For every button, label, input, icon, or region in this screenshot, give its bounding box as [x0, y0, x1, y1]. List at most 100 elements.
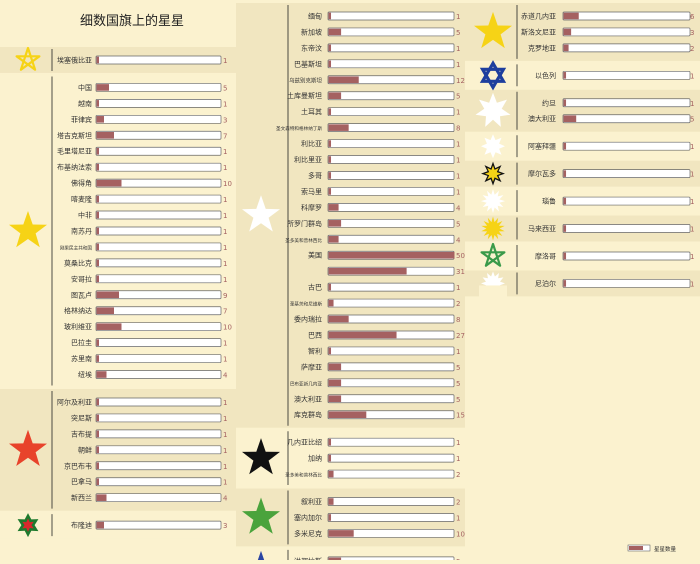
country-label: 中国 [78, 83, 92, 92]
bar-track [562, 251, 691, 261]
bar [96, 179, 122, 187]
bar [328, 315, 349, 323]
value-label: 1 [223, 212, 227, 220]
value-label: 3 [690, 29, 694, 37]
outline-pentagram-star-icon [15, 46, 41, 71]
bar-track [95, 274, 222, 284]
value-label: 1 [223, 244, 227, 252]
country-label: 土库曼斯坦 [287, 91, 322, 100]
bar [96, 227, 99, 235]
country-label: 菲律宾 [71, 115, 92, 124]
bar-track [327, 139, 455, 148]
country-label: 多米尼克 [294, 529, 322, 538]
country-label: 图瓦卢 [71, 290, 92, 299]
value-label: 1 [223, 415, 227, 423]
bar [563, 252, 567, 260]
bar-track [562, 114, 691, 124]
bar [328, 44, 332, 52]
value-label: 2 [456, 499, 460, 507]
bar-track [95, 445, 222, 455]
bar [96, 521, 104, 529]
value-label: 1 [456, 61, 460, 69]
country-label: 萨摩亚 [301, 362, 322, 371]
value-label: 4 [456, 236, 461, 244]
value-label: 1 [456, 109, 460, 117]
value-label: 4 [223, 372, 228, 380]
bar-track [95, 130, 222, 140]
bar [563, 142, 567, 150]
bar-track [327, 91, 455, 101]
value-label: 3 [223, 116, 227, 124]
value-label: 7 [223, 308, 227, 316]
bar-track [95, 461, 222, 471]
bar [328, 12, 332, 20]
bar [96, 462, 99, 470]
country-label: 斯洛文尼亚 [521, 27, 556, 36]
bar [96, 398, 99, 406]
bar [563, 115, 577, 123]
country-label: 塔吉克斯坦 [57, 131, 92, 140]
country-label: 京巴布韦 [64, 461, 92, 470]
value-label: 1 [223, 164, 227, 172]
bar [563, 225, 567, 232]
bar [96, 211, 99, 219]
bar [328, 498, 334, 505]
bar [96, 307, 114, 315]
country-label: 塞内加尔 [294, 513, 322, 522]
bar-track [95, 162, 222, 172]
bar [96, 163, 99, 171]
value-label: 1 [456, 13, 460, 21]
bar-track [327, 203, 455, 212]
value-label: 5 [456, 396, 460, 404]
bar-track [95, 99, 222, 108]
bar [563, 197, 567, 205]
country-label: 多哥 [308, 171, 322, 180]
value-label: 1 [223, 463, 227, 471]
country-label: 利比里亚 [294, 155, 322, 164]
bar [328, 156, 332, 163]
country-label: 苏里南 [71, 354, 92, 363]
bar [328, 514, 332, 521]
value-label: 1 [223, 399, 227, 407]
bar-track [95, 493, 222, 503]
country-label: 约旦 [542, 98, 556, 107]
bar-track [327, 11, 455, 21]
five-point-star-icon [9, 429, 47, 466]
country-label: 摩尔瓦多 [528, 169, 556, 178]
bar-track [327, 43, 455, 53]
country-label: 马来西亚 [528, 225, 556, 233]
bar-track [327, 453, 455, 463]
five-point-star-icon [242, 497, 280, 534]
bar [328, 395, 342, 403]
bar-track [327, 187, 455, 196]
country-label: 库克群岛 [294, 410, 322, 419]
value-label: 8 [456, 316, 460, 324]
bar [96, 100, 99, 107]
bar-track [327, 75, 455, 85]
country-label: 阿尔及利亚 [57, 397, 92, 406]
country-label: 刚果民主共和国 [60, 244, 93, 251]
bar-track [327, 394, 455, 404]
bar-track [327, 155, 455, 164]
country-label: 圣基茨和尼维斯 [290, 301, 323, 308]
value-label: 27 [456, 332, 465, 340]
value-label: 1 [223, 260, 227, 268]
chart-title: 细数国旗上的星星 [80, 13, 184, 29]
value-label: 5 [690, 116, 694, 124]
bar-track [562, 196, 691, 206]
bar-track [327, 469, 455, 479]
bar-track [95, 258, 222, 268]
bar-track [327, 107, 455, 117]
country-label: 布隆迪 [71, 521, 92, 530]
bar-track [95, 194, 222, 204]
country-label: 利比亚 [301, 139, 322, 148]
country-label: 纽埃 [78, 370, 92, 379]
bar [328, 220, 342, 227]
country-label: 澳大利亚 [294, 394, 322, 403]
country-label: 巴拿马 [71, 477, 92, 486]
bar [328, 251, 455, 259]
bar [563, 44, 569, 52]
value-label: 4 [456, 204, 461, 212]
bar-track [327, 171, 455, 180]
bar [328, 379, 342, 387]
